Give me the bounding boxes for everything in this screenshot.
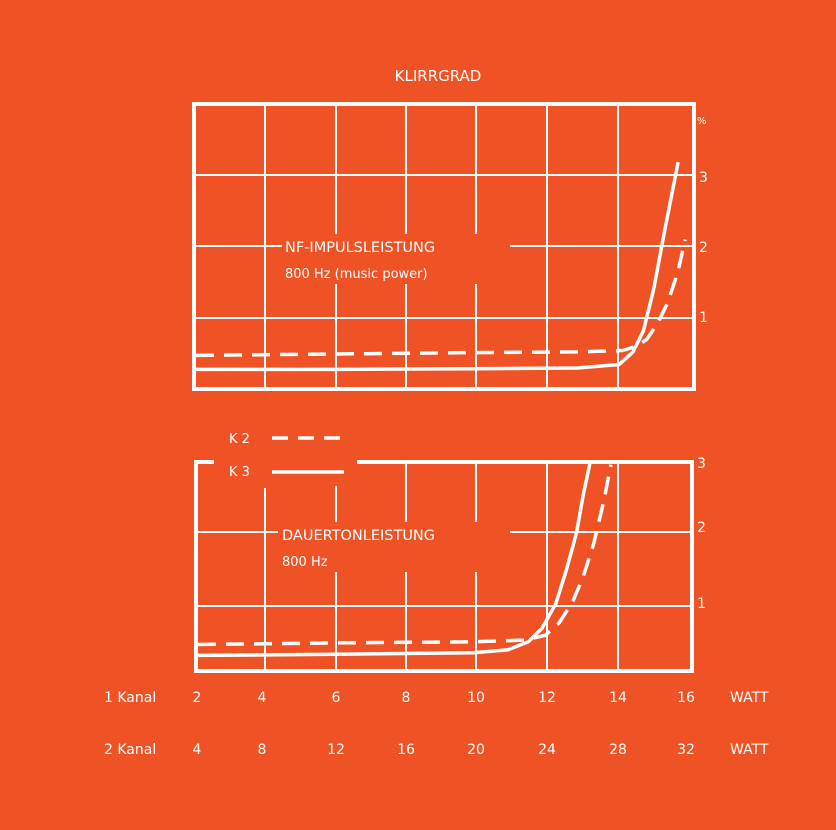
top-chart-series [195,161,687,372]
legend: K 2 K 3 [229,432,344,480]
top-y-tick-2: 2 [699,240,708,256]
axis-row2-tick: 24 [538,742,556,758]
axis-row2-tick: 20 [467,742,485,758]
top-y-unit: % [697,116,707,127]
axis-row1-tick: 2 [193,690,202,706]
axis-row1-tick: 16 [677,690,695,706]
top-series-k2 [195,239,687,358]
bottom-label-box [278,522,510,572]
axis-row2-unit: WATT [730,742,769,758]
axis-row1-tick: 8 [402,690,411,706]
axis-row2-tick: 8 [258,742,267,758]
bottom-chart-frame [194,460,694,673]
bottom-chart-series [197,461,613,658]
bottom-label-line2: 800 Hz [282,555,328,570]
bottom-series-k3 [197,461,592,658]
axis-row2-tick: 28 [609,742,627,758]
chart-title: KLIRRGRAD [395,67,482,85]
top-label-box [282,234,510,284]
axis-row1-unit: WATT [730,690,769,706]
axis-row2-tick: 4 [193,742,202,758]
axis-row2-tick: 16 [397,742,415,758]
bottom-series-k2 [197,464,613,647]
axis-row1-label: 1 Kanal [104,690,156,706]
axis-row2-tick: 32 [677,742,695,758]
top-series-k3 [196,161,680,372]
x-axis-ticks: 2 4 6 8 10 12 14 164 8 12 16 20 24 28 32 [193,690,695,758]
axis-row1-tick: 12 [538,690,556,706]
bottom-y-tick-3: 3 [697,456,706,472]
top-label-line2: 800 Hz (music power) [285,267,428,282]
top-y-tick-1: 1 [699,310,708,326]
axis-row1-tick: 14 [609,690,627,706]
legend-label-k3: K 3 [229,465,250,480]
legend-label-k2: K 2 [229,432,250,447]
bottom-y-tick-1: 1 [697,596,706,612]
top-label-line1: NF-IMPULSLEISTUNG [285,240,435,256]
axis-row2-label: 2 Kanal [104,742,156,758]
axis-row1-tick: 4 [258,690,267,706]
top-chart-grid [194,104,694,389]
axis-row1-tick: 10 [467,690,485,706]
top-y-tick-3: 3 [699,170,708,186]
bottom-label-line1: DAUERTONLEISTUNG [282,528,435,544]
axis-row2-tick: 12 [327,742,345,758]
bottom-y-tick-2: 2 [697,520,706,536]
axis-row1-tick: 6 [332,690,341,706]
top-chart-frame [192,102,696,391]
